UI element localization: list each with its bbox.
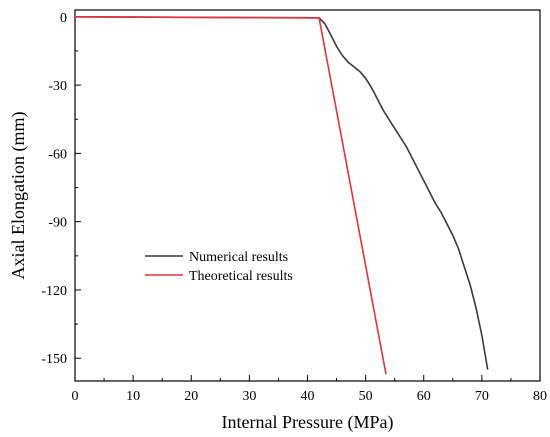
y-axis-title: Axial Elongation (mm) xyxy=(8,112,29,280)
series-line-1 xyxy=(75,16,387,375)
legend-label-numerical: Numerical results xyxy=(189,250,288,265)
y-axis-ticks: 0 -30 -60 -90 -120 -150 xyxy=(41,11,81,367)
plot-border xyxy=(74,9,541,382)
legend: Numerical results Theoretical results xyxy=(145,250,293,284)
series-layer xyxy=(75,16,489,375)
y-tick-label: -120 xyxy=(41,284,67,299)
y-tick-label: -30 xyxy=(48,79,67,94)
y-tick-label: -150 xyxy=(41,352,67,367)
x-tick-label: 20 xyxy=(184,389,198,404)
series-line-0 xyxy=(75,16,489,370)
y-tick-label: 0 xyxy=(60,11,67,26)
x-tick-label: 10 xyxy=(126,389,140,404)
y-tick-label: -90 xyxy=(48,216,67,231)
plot-frame xyxy=(74,9,541,382)
y-tick-label: -60 xyxy=(48,147,67,162)
x-tick-label: 70 xyxy=(475,389,489,404)
x-tick-label: 50 xyxy=(359,389,373,404)
x-tick-label: 80 xyxy=(533,389,547,404)
legend-label-theoretical: Theoretical results xyxy=(189,269,293,284)
x-tick-label: 60 xyxy=(417,389,431,404)
x-axis-title: Internal Pressure (MPa) xyxy=(222,412,394,433)
x-tick-label: 0 xyxy=(72,389,79,404)
x-tick-label: 40 xyxy=(301,389,315,404)
x-tick-label: 30 xyxy=(242,389,256,404)
x-axis-ticks: 0 10 20 30 40 50 60 70 80 xyxy=(72,375,547,404)
